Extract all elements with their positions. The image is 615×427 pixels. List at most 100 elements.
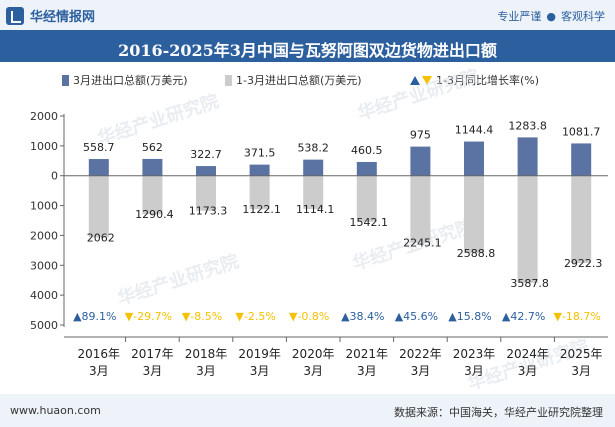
growth-label-down: ▼-29.7% — [125, 310, 172, 323]
bar-cumulative[interactable] — [517, 175, 538, 283]
x-tick-label: 2024年 3月 — [506, 347, 549, 378]
growth-label-down: ▼-2.5% — [235, 310, 275, 323]
legend-item-cumulative[interactable]: 1-3月进出口总额(万美元) — [225, 72, 362, 88]
growth-label-up: ▲42.7% — [502, 310, 545, 323]
data-source: 数据来源：中国海关，华经产业研究院整理 — [394, 406, 603, 419]
growth-label-up: ▲45.6% — [395, 310, 438, 323]
watermark-text: 华经产业研究院 — [355, 65, 482, 125]
footer-url[interactable]: www.huaon.com — [10, 404, 101, 417]
data-label-cumulative: 2922.3 — [564, 257, 603, 270]
bar-monthly[interactable] — [464, 141, 484, 176]
bar-monthly[interactable] — [303, 159, 324, 176]
bar-cumulative[interactable] — [88, 175, 109, 238]
watermark-text: 华经产业研究院 — [115, 250, 242, 310]
data-label-cumulative: 1122.1 — [242, 203, 281, 216]
data-label-cumulative: 1290.4 — [135, 208, 174, 221]
y-axis: 2000 1000 0 1000 2000 3000 4000 5000 — [30, 110, 65, 332]
data-label-monthly: 1283.8 — [508, 119, 547, 132]
x-tick-label: 2022年 3月 — [399, 347, 442, 378]
data-label-cumulative: 1114.1 — [296, 203, 335, 216]
growth-label-down: ▼-0.8% — [289, 310, 329, 323]
x-tick-label: 2020年 3月 — [292, 347, 335, 378]
top-bar: 华经情报网 专业严谨 ● 客观科学 — [0, 0, 615, 30]
data-label-monthly: 1081.7 — [562, 125, 601, 138]
data-label-monthly: 538.2 — [297, 142, 329, 155]
bar-cumulative[interactable] — [410, 175, 431, 243]
x-tick-label: 2019年 3月 — [238, 347, 281, 378]
x-tick-label: 2023年 3月 — [453, 347, 496, 378]
bar-cumulative[interactable] — [249, 175, 270, 210]
bar-cumulative[interactable] — [142, 175, 163, 215]
slogan-separator: ● — [546, 10, 556, 23]
growth-label-up: ▲38.4% — [341, 310, 384, 323]
footer: www.huaon.com 数据来源：中国海关，华经产业研究院整理 — [0, 394, 615, 427]
y-tick-label: 3000 — [30, 259, 58, 272]
data-label-monthly: 460.5 — [351, 144, 383, 157]
y-tick-label: 4000 — [30, 289, 58, 302]
legend-label-monthly: 3月进出口总额(万美元) — [73, 74, 188, 87]
data-label-cumulative: 1542.1 — [350, 216, 389, 229]
data-label-monthly: 322.7 — [190, 148, 222, 161]
y-tick-label: 2000 — [30, 110, 58, 123]
slogan-left: 专业严谨 — [497, 10, 542, 23]
title-bar: 2016-2025年3月中国与瓦努阿图双边货物进出口额 — [0, 30, 615, 62]
legend-item-growth[interactable]: 1-3月同比增长率(%) — [410, 72, 539, 88]
legend-item-monthly[interactable]: 3月进出口总额(万美元) — [62, 72, 188, 88]
data-label-monthly: 562 — [142, 141, 163, 154]
y-tick-label: 1000 — [30, 140, 58, 153]
data-label-monthly: 975 — [410, 129, 431, 142]
x-tick-label: 2018年 3月 — [185, 347, 228, 378]
bar-monthly[interactable] — [517, 137, 538, 176]
y-tick-label: 2000 — [30, 229, 58, 242]
legend-swatch-monthly — [62, 74, 69, 86]
legend-swatch-cumulative — [225, 74, 232, 86]
x-axis: 2016年 3月 2017年 3月 2018年 3月 2019年 3月 2020年 3月 2021年… — [64, 336, 608, 378]
y-tick-label: 1000 — [30, 200, 58, 213]
data-label-monthly: 371.5 — [244, 147, 276, 160]
x-tick-label: 2025年 3月 — [560, 347, 603, 378]
chart-title: 2016-2025年3月中国与瓦努阿图双边货物进出口额 — [118, 41, 497, 60]
legend-triangle-up-icon — [410, 75, 420, 85]
bar-cumulative[interactable] — [196, 175, 216, 211]
bar-monthly[interactable] — [249, 164, 270, 176]
growth-label-down: ▼-18.7% — [554, 310, 601, 323]
bar-monthly[interactable] — [88, 159, 109, 176]
slogan: 专业严谨 ● 客观科学 — [497, 8, 605, 24]
slogan-right: 客观科学 — [561, 10, 605, 23]
bar-cumulative[interactable] — [464, 175, 484, 254]
brand[interactable]: 华经情报网 — [6, 6, 95, 25]
data-label-cumulative: 1173.3 — [189, 205, 228, 218]
bar-monthly[interactable] — [410, 146, 431, 176]
growth-label-up: ▲15.8% — [448, 310, 491, 323]
x-tick-label: 2021年 3月 — [346, 347, 389, 378]
legend-triangle-down-icon — [422, 75, 432, 85]
y-tick-label: 5000 — [30, 319, 58, 332]
brand-name: 华经情报网 — [30, 10, 96, 25]
legend-label-growth: 1-3月同比增长率(%) — [436, 74, 540, 87]
legend: 3月进出口总额(万美元) 1-3月进出口总额(万美元) 1-3月同比增长率(%) — [0, 72, 615, 88]
bar-monthly[interactable] — [196, 166, 216, 176]
bars-layer — [64, 137, 608, 283]
data-label-cumulative: 2588.8 — [457, 247, 496, 260]
y-tick-label: 0 — [51, 170, 58, 183]
bar-monthly[interactable] — [356, 161, 377, 176]
x-tick-label: 2016年 3月 — [78, 347, 121, 378]
growth-label-down: ▼-8.5% — [182, 310, 222, 323]
brand-logo-icon — [6, 6, 24, 25]
data-label-monthly: 558.7 — [83, 141, 115, 154]
labels-layer: 558.7 2062 ▲89.1% 562 1290.4 ▼-29.7% 322.7 1173… — [73, 119, 602, 323]
x-tick-label: 2017年 3月 — [131, 347, 174, 378]
data-label-monthly: 1144.4 — [455, 124, 494, 137]
data-label-cumulative: 2245.1 — [403, 237, 442, 250]
bar-cumulative[interactable] — [303, 175, 324, 209]
bar-cumulative[interactable] — [571, 175, 592, 263]
bar-monthly[interactable] — [142, 158, 163, 176]
bar-cumulative[interactable] — [356, 175, 377, 222]
bar-monthly[interactable] — [571, 143, 592, 176]
data-label-cumulative: 3587.8 — [510, 277, 549, 290]
data-label-cumulative: 2062 — [87, 231, 115, 244]
legend-label-cumulative: 1-3月进出口总额(万美元) — [236, 74, 362, 87]
growth-label-up: ▲89.1% — [73, 310, 116, 323]
